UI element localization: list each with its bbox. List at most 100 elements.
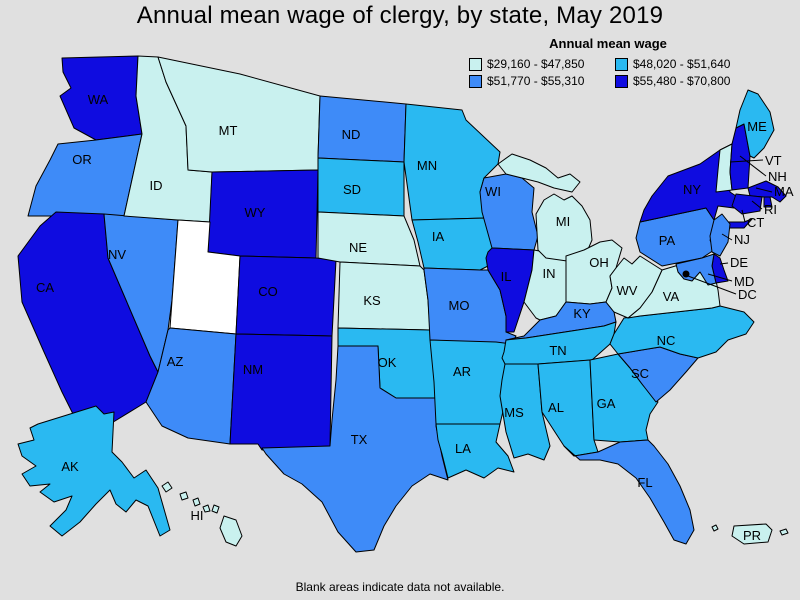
state-ME: [735, 89, 775, 159]
state-dot-DC: [682, 270, 690, 278]
legend-item: $29,160 - $47,850: [469, 57, 615, 71]
state-label-NJ: NJ: [734, 232, 750, 247]
state-label-MA: MA: [774, 184, 794, 199]
state-label-MT: MT: [219, 123, 238, 138]
state-PR: [711, 524, 719, 532]
state-label-RI: RI: [764, 202, 777, 217]
state-label-KS: KS: [363, 293, 381, 308]
state-label-HI: HI: [191, 508, 204, 523]
state-label-SD: SD: [343, 182, 361, 197]
state-label-WI: WI: [485, 184, 501, 199]
footnote: Blank areas indicate data not available.: [295, 580, 505, 594]
legend-swatch: [469, 74, 482, 88]
state-label-SC: SC: [631, 366, 649, 381]
legend-item: $55,480 - $70,800: [615, 74, 771, 88]
state-label-ME: ME: [747, 119, 767, 134]
state-AR: [429, 339, 513, 425]
state-label-LA: LA: [455, 441, 471, 456]
state-label-OK: OK: [378, 355, 397, 370]
state-HI: [179, 491, 189, 501]
state-NJ: [709, 213, 731, 257]
state-TX: [261, 345, 449, 553]
state-ND: [317, 95, 407, 163]
leader-line-DE: [719, 262, 729, 265]
state-label-MI: MI: [556, 214, 570, 229]
state-HI: [211, 504, 220, 514]
state-label-IL: IL: [501, 269, 512, 284]
state-label-AR: AR: [453, 364, 471, 379]
state-label-TX: TX: [351, 432, 368, 447]
state-PR: [731, 523, 773, 545]
state-label-VT: VT: [765, 153, 782, 168]
state-NM: [229, 333, 333, 451]
state-label-TN: TN: [549, 343, 566, 358]
state-label-AK: AK: [61, 459, 79, 474]
state-label-NV: NV: [108, 247, 126, 262]
state-HI: [192, 497, 201, 507]
legend-title: Annual mean wage: [549, 36, 667, 51]
state-label-GA: GA: [597, 396, 616, 411]
leader-line-NH: [739, 155, 767, 177]
state-label-PA: PA: [659, 233, 676, 248]
state-PR: [779, 528, 789, 536]
state-label-AZ: AZ: [167, 354, 184, 369]
state-label-MO: MO: [449, 298, 470, 313]
state-label-MS: MS: [504, 405, 524, 420]
state-label-CA: CA: [36, 280, 54, 295]
leader-line-RI: [751, 200, 763, 210]
leader-line-MA: [755, 187, 773, 193]
page-title: Annual mean wage of clergy, by state, Ma…: [136, 2, 664, 29]
state-label-DE: DE: [730, 255, 748, 270]
state-label-NE: NE: [349, 240, 367, 255]
state-label-IN: IN: [543, 266, 556, 281]
state-label-AL: AL: [548, 400, 564, 415]
state-label-ID: ID: [150, 178, 163, 193]
legend-label: $51,770 - $55,310: [487, 74, 585, 88]
state-label-CO: CO: [258, 284, 278, 299]
leader-line-NJ: [721, 233, 733, 241]
legend: Annual mean wage $29,160 - $47,850 $48,02…: [445, 36, 771, 88]
state-CO: [235, 255, 337, 337]
state-label-MN: MN: [417, 158, 437, 173]
state-label-WY: WY: [245, 205, 266, 220]
state-WV: [605, 255, 663, 319]
state-RI: [763, 196, 773, 208]
legend-swatch: [615, 57, 628, 71]
legend-items: $29,160 - $47,850 $48,020 - $51,640 $51,77…: [445, 57, 771, 88]
leader-line-CT: [741, 209, 746, 223]
state-label-WA: WA: [88, 92, 109, 107]
state-CT: [731, 193, 763, 215]
state-label-NC: NC: [657, 333, 676, 348]
state-OR: [27, 133, 143, 217]
state-label-KY: KY: [573, 306, 591, 321]
state-label-NH: NH: [768, 169, 787, 184]
state-label-NM: NM: [243, 362, 263, 377]
legend-item: $48,020 - $51,640: [615, 57, 771, 71]
state-label-FL: FL: [637, 475, 652, 490]
state-LA: [435, 423, 515, 479]
legend-item: $51,770 - $55,310: [469, 74, 615, 88]
state-label-MD: MD: [734, 274, 754, 289]
legend-swatch: [615, 74, 628, 88]
state-label-CT: CT: [747, 215, 764, 230]
state-label-OR: OR: [72, 152, 92, 167]
state-AK: [17, 405, 171, 537]
state-HI: [219, 515, 243, 547]
state-IA: [411, 217, 497, 271]
leader-line-DC: [687, 275, 737, 295]
state-label-WV: WV: [617, 283, 638, 298]
state-label-OH: OH: [589, 255, 609, 270]
state-HI: [161, 481, 173, 493]
state-label-IA: IA: [432, 229, 445, 244]
legend-label: $55,480 - $70,800: [633, 74, 731, 88]
state-FL: [563, 439, 695, 545]
legend-label: $29,160 - $47,850: [487, 57, 585, 71]
state-label-ND: ND: [342, 127, 361, 142]
state-label-PR: PR: [743, 528, 761, 543]
state-HI: [202, 504, 211, 513]
state-MI: [497, 153, 581, 193]
state-label-VA: VA: [663, 289, 680, 304]
state-NE: [317, 211, 421, 267]
legend-swatch: [469, 57, 482, 71]
